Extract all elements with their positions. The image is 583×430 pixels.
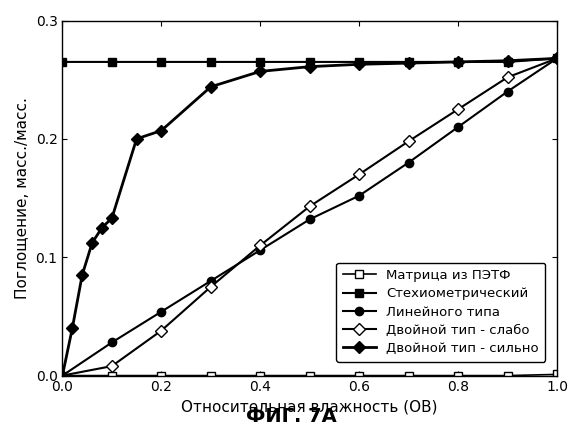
Матрица из ПЭТФ <box>356 373 363 378</box>
Двойной тип - сильно <box>306 64 313 69</box>
Двойной тип - слабо <box>257 243 264 248</box>
Двойной тип - сильно <box>405 61 412 66</box>
Линейного типа <box>455 124 462 129</box>
Матрица из ПЭТФ <box>553 372 560 377</box>
Линейного типа <box>553 56 560 61</box>
Стехиометрический <box>504 59 511 64</box>
Legend: Матрица из ПЭТФ, Стехиометрический, Линейного типа, Двойной тип - слабо, Двойной: Матрица из ПЭТФ, Стехиометрический, Лине… <box>336 263 546 362</box>
Line: Двойной тип - слабо: Двойной тип - слабо <box>58 54 561 380</box>
Двойной тип - слабо <box>356 172 363 177</box>
Линейного типа <box>504 89 511 94</box>
Линейного типа <box>208 278 215 283</box>
Стехиометрический <box>405 59 412 64</box>
Линейного типа <box>59 373 66 378</box>
Двойной тип - сильно <box>133 136 140 141</box>
Линейного типа <box>158 309 165 314</box>
Линейного типа <box>405 160 412 165</box>
Стехиометрический <box>356 59 363 64</box>
Line: Матрица из ПЭТФ: Матрица из ПЭТФ <box>58 370 561 380</box>
Матрица из ПЭТФ <box>455 373 462 378</box>
Линейного типа <box>356 193 363 198</box>
Двойной тип - сильно <box>69 326 76 331</box>
Двойной тип - слабо <box>158 328 165 333</box>
Матрица из ПЭТФ <box>59 373 66 378</box>
Матрица из ПЭТФ <box>257 373 264 378</box>
Матрица из ПЭТФ <box>306 373 313 378</box>
Двойной тип - сильно <box>108 215 115 221</box>
Стехиометрический <box>59 59 66 64</box>
Двойной тип - слабо <box>108 363 115 369</box>
Матрица из ПЭТФ <box>405 373 412 378</box>
Стехиометрический <box>455 59 462 64</box>
Двойной тип - сильно <box>553 56 560 61</box>
Стехиометрический <box>553 56 560 61</box>
Двойной тип - сильно <box>208 84 215 89</box>
Line: Линейного типа: Линейного типа <box>58 54 561 380</box>
X-axis label: Относительная влажность (ОВ): Относительная влажность (ОВ) <box>181 400 438 415</box>
Матрица из ПЭТФ <box>504 373 511 378</box>
Y-axis label: Поглощение, масс./масс.: Поглощение, масс./масс. <box>15 97 30 299</box>
Линейного типа <box>306 217 313 222</box>
Стехиометрический <box>158 59 165 64</box>
Матрица из ПЭТФ <box>158 373 165 378</box>
Стехиометрический <box>257 59 264 64</box>
Стехиометрический <box>208 59 215 64</box>
Стехиометрический <box>306 59 313 64</box>
Двойной тип - слабо <box>405 138 412 144</box>
Линейного типа <box>257 248 264 253</box>
Двойной тип - сильно <box>504 58 511 63</box>
Двойной тип - слабо <box>306 204 313 209</box>
Двойной тип - сильно <box>158 128 165 133</box>
Двойной тип - сильно <box>257 69 264 74</box>
Матрица из ПЭТФ <box>108 373 115 378</box>
Линейного типа <box>108 340 115 345</box>
Line: Стехиометрический: Стехиометрический <box>58 54 561 66</box>
Двойной тип - сильно <box>89 240 96 246</box>
Стехиометрический <box>108 59 115 64</box>
Двойной тип - слабо <box>59 373 66 378</box>
Двойной тип - слабо <box>455 107 462 112</box>
Двойной тип - сильно <box>59 373 66 378</box>
Двойной тип - сильно <box>356 62 363 67</box>
Двойной тип - слабо <box>553 56 560 61</box>
Line: Двойной тип - сильно: Двойной тип - сильно <box>58 54 561 380</box>
Text: ФИГ. 7А: ФИГ. 7А <box>246 407 337 426</box>
Двойной тип - сильно <box>99 225 106 230</box>
Двойной тип - сильно <box>79 272 86 277</box>
Двойной тип - слабо <box>504 75 511 80</box>
Матрица из ПЭТФ <box>208 373 215 378</box>
Двойной тип - сильно <box>455 59 462 64</box>
Двойной тип - слабо <box>208 284 215 289</box>
